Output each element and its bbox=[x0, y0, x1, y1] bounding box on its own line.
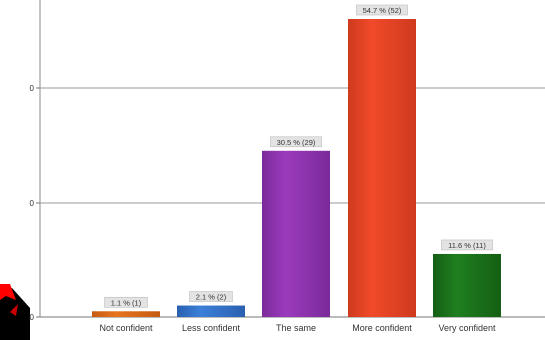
data-label: 11.6 % (11) bbox=[448, 241, 486, 250]
chart-labels: 0 0 0 1.1 % (1) Not confident 2.1 % (2) Less c… bbox=[30, 4, 496, 333]
chart-bars bbox=[92, 19, 501, 317]
data-label-box bbox=[356, 4, 408, 16]
data-label-box bbox=[189, 291, 233, 302]
x-tick-label: Not confident bbox=[99, 323, 153, 333]
data-label-box bbox=[270, 136, 322, 148]
bar bbox=[433, 253, 501, 317]
data-label-box bbox=[104, 296, 148, 308]
data-label-box bbox=[441, 239, 493, 251]
data-label: 1.1 % (1) bbox=[111, 298, 142, 307]
data-label: 30.5 % (29) bbox=[277, 138, 316, 147]
bar bbox=[348, 19, 416, 317]
bar bbox=[92, 311, 160, 317]
y-tick-label: 0 bbox=[30, 84, 35, 93]
corner-decoration bbox=[0, 284, 30, 340]
bar bbox=[177, 305, 245, 317]
x-tick-label: More confident bbox=[352, 323, 412, 333]
data-label: 2.1 % (2) bbox=[196, 293, 227, 302]
bar bbox=[262, 150, 330, 317]
x-tick-label: Less confident bbox=[182, 323, 241, 333]
y-tick-label: 0 bbox=[30, 199, 35, 208]
y-tick-label: 0 bbox=[30, 313, 35, 322]
x-tick-label: The same bbox=[276, 323, 316, 333]
data-label: 54.7 % (52) bbox=[363, 6, 402, 15]
x-tick-label: Very confident bbox=[438, 323, 496, 333]
